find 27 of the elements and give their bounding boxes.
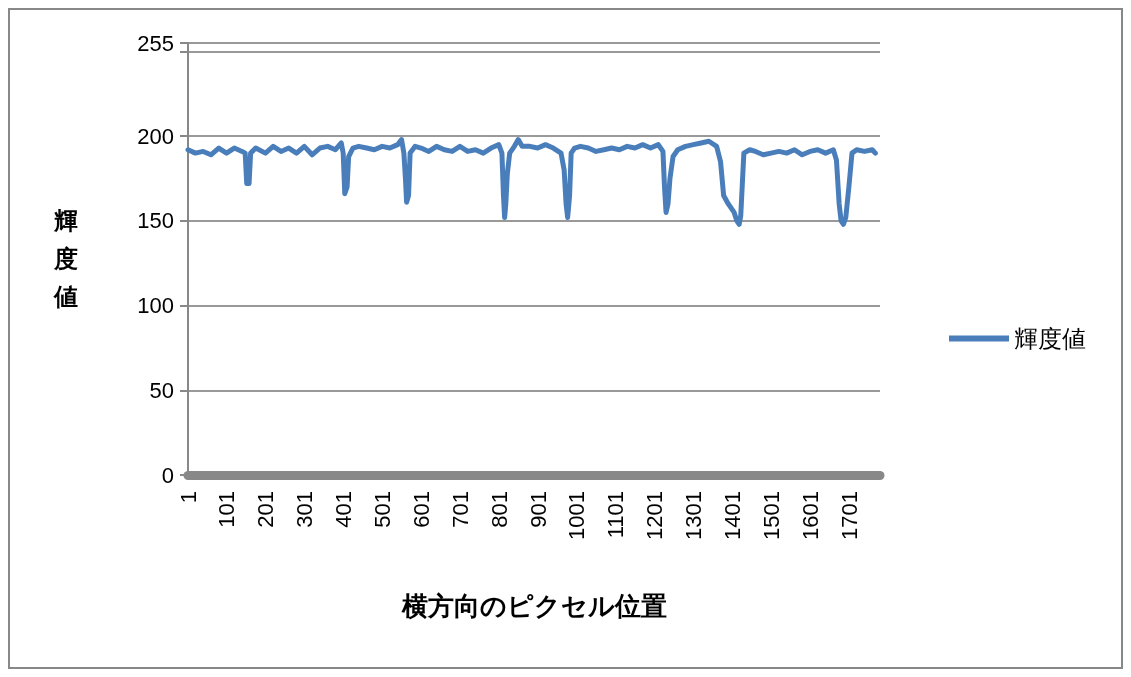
- y-axis-title: 輝度値: [53, 207, 78, 311]
- y-tick-label: 200: [137, 123, 174, 149]
- x-tick-label: 1301: [681, 491, 707, 540]
- x-tick-label: 701: [447, 491, 473, 528]
- x-tick-label: 301: [292, 491, 318, 528]
- x-tick-label: 601: [408, 491, 434, 528]
- x-tick-label: 501: [369, 491, 395, 528]
- x-tick-label: 401: [331, 491, 357, 528]
- x-tick-label: 1: [175, 491, 201, 504]
- x-tick-label: 1701: [836, 491, 862, 540]
- x-tick-label: 101: [214, 491, 240, 528]
- y-tick-label: 255: [137, 30, 174, 56]
- x-tick-label: 1601: [797, 491, 823, 540]
- y-tick-label: 0: [161, 462, 174, 488]
- legend-label: 輝度値: [1014, 324, 1086, 353]
- y-tick-label: 50: [149, 377, 174, 403]
- x-tick-label: 1001: [564, 491, 590, 540]
- x-tick-label: 801: [486, 491, 512, 528]
- x-axis-title: 横方向のピクセル位置: [400, 591, 667, 621]
- x-tick-label: 901: [525, 491, 551, 528]
- x-tick-label: 1501: [758, 491, 784, 540]
- y-tick-label: 100: [137, 293, 174, 319]
- y-tick-label: 150: [137, 208, 174, 234]
- x-tick-label: 201: [253, 491, 279, 528]
- x-tick-label: 1201: [642, 491, 668, 540]
- x-tick-label: 1401: [720, 491, 746, 540]
- x-tick-label: 1101: [603, 491, 629, 539]
